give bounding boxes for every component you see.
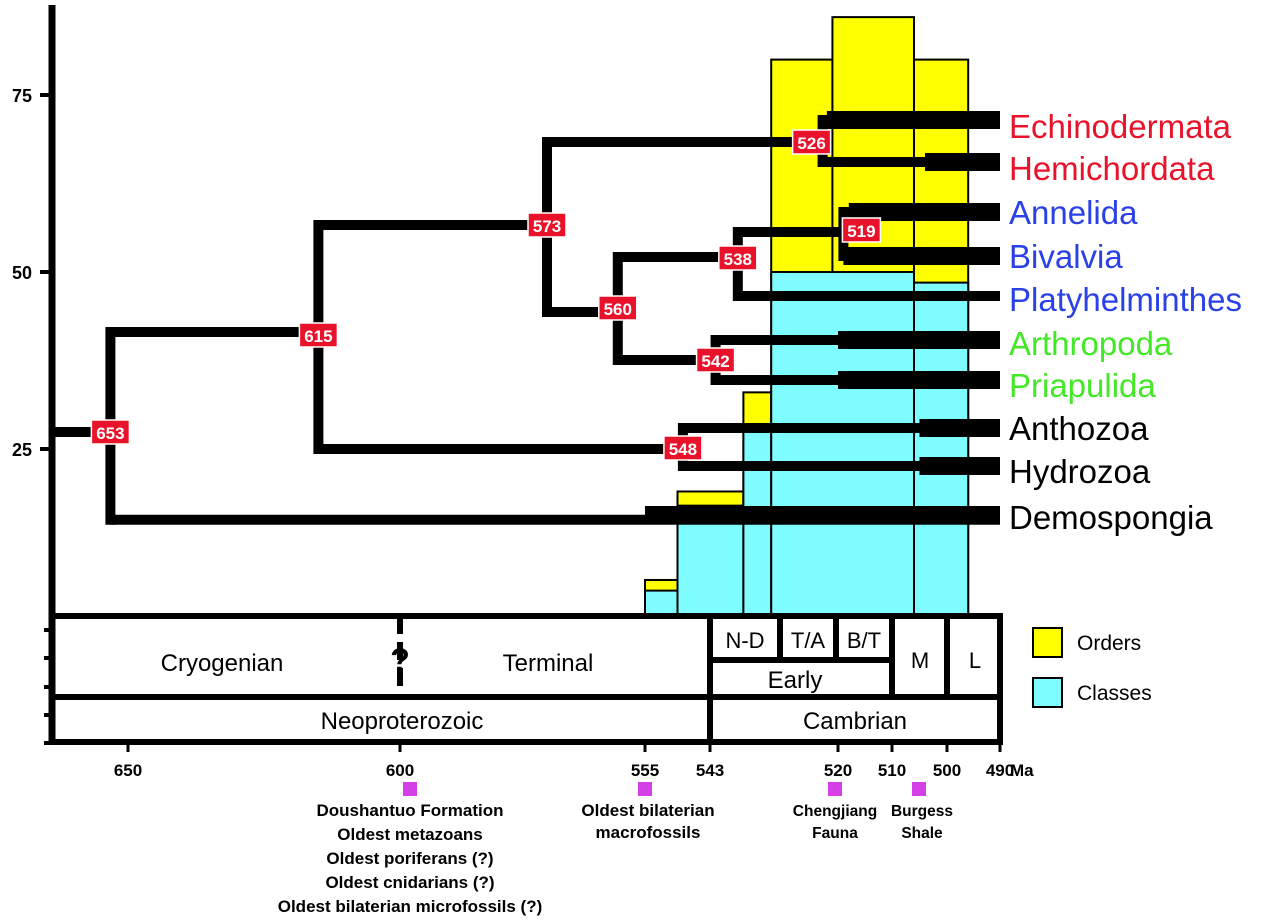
annotation-1-line-4: Oldest cnidarians (?) [325,873,494,892]
node-653: 653 [90,419,131,445]
node-526: 526 [791,129,832,155]
taxon-label-demospongia: Demospongia [1009,499,1213,536]
geologic-timescale: Cryogenian? Terminal N-D T/A B/T M L Early Neopr… [49,613,1034,780]
x-tick-label-520: 520 [824,761,852,780]
timescale-frame [49,613,1003,745]
node-526-box [791,129,832,155]
x-tick-label-555: 555 [631,761,659,780]
period-label-: ? [390,642,410,678]
node-542-label: 542 [701,352,729,371]
fossil-marker-2 [638,782,652,796]
x-tick-label-650: 650 [114,761,142,780]
y-tick-label-75: 75 [12,86,32,106]
classes-bar-1 [644,589,679,617]
period-label-cryogenian: Cryogenian [161,650,284,677]
node-560: 560 [598,295,638,321]
taxon-label-bivalvia: Bivalvia [1009,238,1123,275]
taxon-label-arthropoda: Arthropoda [1009,325,1173,362]
period-label-nd: N-D [725,628,764,653]
x-tick-label-600: 600 [386,761,414,780]
taxon-label-platyhelminthes: Platyhelminthes [1009,281,1242,318]
node-615-label: 615 [304,327,332,346]
taxon-label-echinodermata: Echinodermata [1009,108,1232,145]
annotation-1-line-2: Oldest metazoans [337,825,483,844]
node-560-label: 560 [604,300,632,319]
legend-label-classes: Classes [1077,682,1152,705]
annotation-3-line-1: Chengjiang [793,803,877,820]
node-542-box [695,347,736,373]
axes: 75 50 25 [12,5,56,745]
node-548-box [663,435,703,461]
annotation-1-line-3: Oldest poriferans (?) [326,849,493,868]
period-label-l: L [969,648,981,673]
node-538-label: 538 [724,250,752,269]
annotation-1-line-1: Doushantuo Formation [317,801,504,820]
period-label-ta: T/A [791,628,826,653]
annotation-2-line-2: macrofossils [596,823,701,842]
node-573-box [527,212,567,238]
x-unit-label: Ma [1010,761,1034,780]
node-519-label: 519 [847,222,875,241]
taxon-label-priapulida: Priapulida [1009,367,1156,404]
fossil-marker-1 [403,782,417,796]
node-653-label: 653 [96,424,124,443]
legend-swatch-orders [1032,627,1063,658]
legend: Orders Classes [1032,627,1152,708]
node-573: 573 [527,212,567,238]
x-tick-label-543: 543 [696,761,724,780]
legend-label-orders: Orders [1077,632,1141,655]
x-tick-label-490: 490 [986,761,1014,780]
taxon-label-hydrozoa: Hydrozoa [1009,453,1151,490]
era-label-cambrian: Cambrian [803,708,907,735]
annotation-1-line-5: Oldest bilaterian microfossils (?) [278,897,543,916]
classes-bar-4 [770,271,916,617]
x-tick-label-500: 500 [933,761,961,780]
taxon-label-hemichordata: Hemichordata [1009,150,1215,187]
legend-swatch-classes [1032,677,1063,708]
node-573-label: 573 [533,217,561,236]
x-tick-label-510: 510 [878,761,906,780]
node-519: 519 [841,217,882,243]
period-label-m: M [911,648,929,673]
node-548: 548 [663,435,703,461]
node-653-box [90,419,131,445]
taxon-label-anthozoa: Anthozoa [1009,410,1149,447]
node-560-box [598,295,638,321]
node-538-box [718,245,758,271]
y-tick-label-50: 50 [12,263,32,283]
y-tick-label-25: 25 [12,440,32,460]
node-538: 538 [718,245,758,271]
annotation-4-line-1: Burgess [891,803,953,820]
node-615-box [298,322,339,348]
fossil-marker-3 [828,782,842,796]
period-label-terminal: Terminal [503,650,594,677]
node-615: 615 [298,322,339,348]
period-label-bt: B/T [847,628,881,653]
annotation-3-line-2: Fauna [812,825,858,842]
node-519-box [841,217,882,243]
annotation-4-line-2: Shale [901,825,943,842]
node-542: 542 [695,347,736,373]
phylogenetic-tree: Echinodermata Hemichordata Annelida Bivalvi… [55,108,1242,536]
node-548-label: 548 [669,440,697,459]
taxon-label-annelida: Annelida [1009,194,1138,231]
fossil-annotations: Doushantuo Formation Oldest metazoans Olde… [278,782,953,916]
period-label-early: Early [768,667,823,694]
era-label-neoproterozoic: Neoproterozoic [321,708,484,735]
node-526-label: 526 [797,134,825,153]
fossil-marker-4 [912,782,926,796]
annotation-2-line-1: Oldest bilaterian [581,801,714,820]
diversity-bars [644,16,970,618]
